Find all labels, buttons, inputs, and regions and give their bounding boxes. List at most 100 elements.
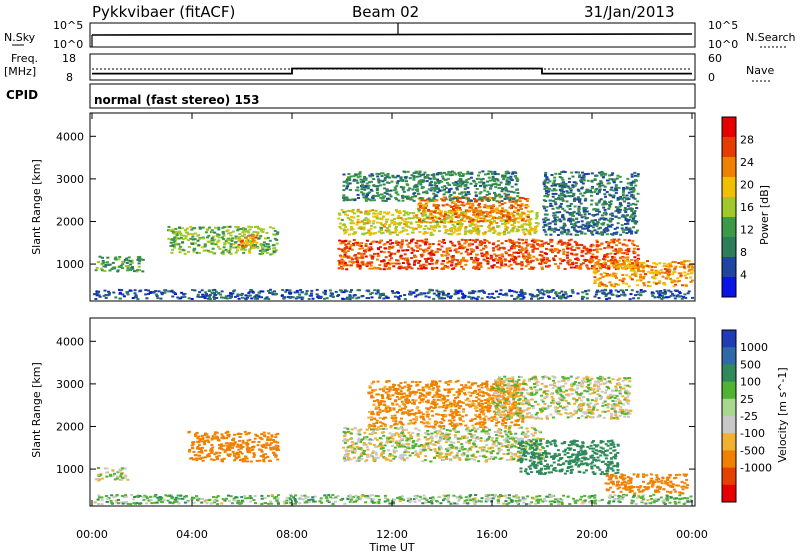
cell	[559, 295, 563, 298]
cell	[444, 456, 448, 459]
cell	[556, 251, 560, 254]
cell	[370, 173, 374, 176]
cell	[617, 283, 620, 286]
cell	[232, 243, 236, 246]
cell	[478, 171, 482, 174]
cell	[529, 260, 533, 263]
cell	[367, 290, 371, 293]
cell	[633, 267, 637, 270]
cell	[220, 458, 224, 461]
cell	[382, 183, 386, 186]
cell	[403, 266, 407, 269]
cell	[402, 186, 406, 189]
cell	[276, 231, 280, 234]
cell	[602, 221, 606, 224]
cell	[380, 260, 384, 263]
cell	[528, 243, 532, 246]
cell	[274, 455, 278, 458]
cell	[597, 201, 601, 204]
cell	[577, 226, 581, 229]
cell	[472, 179, 476, 182]
cell	[363, 222, 366, 224]
cell	[544, 190, 548, 192]
cell	[485, 206, 489, 209]
scatter-region-7	[542, 170, 640, 236]
cell	[453, 244, 457, 247]
cell	[450, 227, 454, 230]
cell	[548, 180, 552, 183]
cell	[590, 231, 594, 234]
cell	[687, 265, 691, 268]
cell	[567, 217, 571, 220]
cell	[514, 202, 518, 205]
cell	[500, 200, 504, 202]
cell	[375, 258, 379, 261]
cell	[474, 210, 478, 213]
cell	[242, 251, 246, 254]
cell	[104, 265, 108, 268]
cell	[591, 233, 595, 236]
cell	[496, 194, 500, 197]
cell	[396, 182, 400, 185]
cell	[123, 467, 127, 470]
cell	[431, 243, 435, 245]
cell	[614, 187, 618, 190]
cell	[654, 269, 658, 272]
cell	[352, 222, 356, 225]
cell	[562, 193, 566, 196]
cell	[650, 265, 654, 268]
cell	[356, 261, 359, 264]
cell	[573, 249, 577, 251]
cell	[491, 215, 495, 218]
cell	[446, 181, 449, 184]
cell	[636, 284, 640, 287]
cell	[631, 262, 634, 265]
cell	[412, 172, 416, 175]
cell	[226, 442, 229, 445]
cell	[98, 255, 102, 258]
cell	[257, 227, 261, 230]
cell	[268, 444, 272, 447]
cell	[625, 274, 629, 277]
cell	[477, 198, 481, 201]
cell	[409, 226, 413, 229]
cell	[249, 244, 253, 247]
cell	[508, 254, 511, 257]
cell	[464, 231, 468, 234]
cell	[423, 292, 426, 295]
cell	[560, 290, 564, 293]
cell	[380, 175, 384, 177]
cell	[514, 172, 518, 175]
cell	[481, 170, 485, 173]
cell	[351, 296, 355, 299]
cell	[431, 228, 435, 231]
cell	[420, 174, 424, 176]
cell	[242, 227, 245, 229]
cell	[621, 263, 625, 266]
cell	[224, 295, 228, 298]
cell	[559, 189, 563, 192]
cell	[208, 226, 212, 229]
cell	[494, 257, 498, 260]
cell	[556, 219, 560, 222]
cell	[555, 295, 559, 298]
cell	[369, 175, 373, 178]
cell	[369, 264, 373, 267]
cell	[187, 297, 191, 300]
cell	[349, 264, 353, 267]
cell	[366, 197, 370, 200]
cell	[580, 297, 584, 300]
cell	[496, 296, 500, 298]
colorbar-swatch	[722, 117, 736, 138]
cell	[210, 229, 214, 232]
cell	[543, 187, 547, 190]
cell	[420, 293, 424, 296]
cell	[343, 247, 347, 250]
cell	[566, 228, 570, 231]
cell	[370, 261, 374, 264]
cell	[258, 291, 262, 294]
cell	[201, 295, 205, 298]
cell	[160, 293, 164, 296]
cell	[691, 279, 694, 282]
cell	[506, 176, 510, 179]
